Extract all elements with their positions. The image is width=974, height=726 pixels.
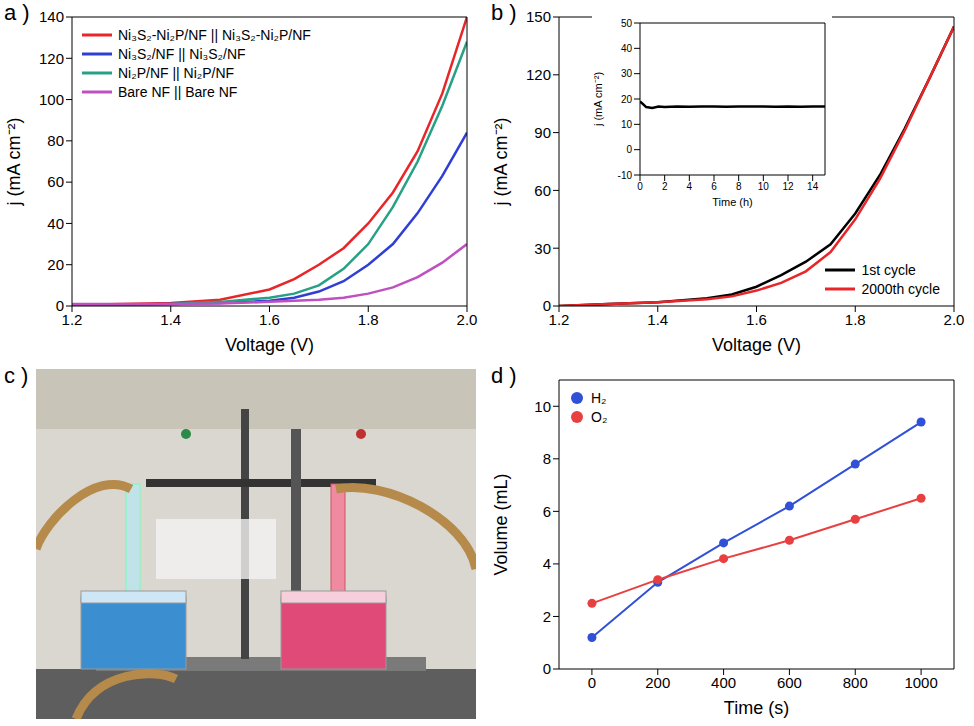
svg-text:1.8: 1.8 [845,311,866,328]
svg-text:4: 4 [543,555,551,572]
svg-text:0: 0 [588,674,596,691]
svg-text:0: 0 [626,144,632,155]
svg-text:150: 150 [526,8,551,25]
svg-text:60: 60 [534,182,551,199]
svg-text:6: 6 [543,503,551,520]
svg-text:j (mA cm⁻²): j (mA cm⁻²) [592,72,604,127]
svg-text:0: 0 [543,297,551,314]
svg-text:1000: 1000 [904,674,937,691]
svg-text:1.2: 1.2 [549,311,570,328]
html-text:b ): b ) [491,0,517,25]
svg-text:1.4: 1.4 [160,311,181,328]
svg-text:50: 50 [621,18,633,29]
svg-text:10: 10 [758,181,770,192]
svg-text:2.0: 2.0 [944,311,965,328]
svg-text:600: 600 [777,674,802,691]
svg-text:0: 0 [543,660,551,677]
svg-text:1.6: 1.6 [746,311,767,328]
html-text:a ): a ) [4,0,30,25]
svg-text:120: 120 [39,50,64,67]
svg-text:Voltage (V): Voltage (V) [225,335,314,355]
svg-text:60: 60 [47,173,64,190]
svg-text:140: 140 [39,8,64,25]
svg-text:40: 40 [621,43,633,54]
svg-text:2: 2 [662,181,668,192]
svg-text:10: 10 [621,119,633,130]
svg-text:1.8: 1.8 [358,311,379,328]
html-text:Ni₃S₂-Ni₂P/NF || Ni₃S₂-Ni₂P/NF: Ni₃S₂-Ni₂P/NF || Ni₃S₂-Ni₂P/NF [118,26,311,43]
html-text:1st cycle: 1st cycle [861,261,916,278]
svg-text:120: 120 [526,66,551,83]
svg-text:1.2: 1.2 [62,311,83,328]
svg-text:Time (h): Time (h) [712,196,753,208]
svg-text:20: 20 [47,256,64,273]
svg-text:0: 0 [637,181,643,192]
svg-text:6: 6 [711,181,717,192]
svg-text:j (mA cm⁻²): j (mA cm⁻²) [8,118,24,207]
svg-text:100: 100 [39,91,64,108]
svg-text:30: 30 [621,68,633,79]
html-text:d ): d ) [491,363,517,388]
svg-text:10: 10 [534,398,551,415]
svg-text:30: 30 [534,240,551,257]
svg-text:-10: -10 [618,170,633,181]
svg-text:90: 90 [534,124,551,141]
html-text:c ): c ) [4,363,29,388]
svg-text:1.6: 1.6 [259,311,280,328]
html-text:H₂: H₂ [591,389,607,406]
svg-text:14: 14 [807,181,819,192]
svg-text:12: 12 [782,181,794,192]
html-text:Bare NF || Bare NF: Bare NF || Bare NF [118,83,238,100]
svg-text:8: 8 [543,450,551,467]
svg-text:8: 8 [736,181,742,192]
svg-text:Voltage (V): Voltage (V) [712,335,801,355]
svg-text:200: 200 [645,674,670,691]
svg-text:Time (s): Time (s) [724,698,789,718]
svg-text:Volume (mL): Volume (mL) [491,473,511,575]
svg-text:1.4: 1.4 [647,311,668,328]
svg-text:40: 40 [47,215,64,232]
svg-text:800: 800 [843,674,868,691]
html-text:O₂: O₂ [591,408,608,425]
svg-text:4: 4 [687,181,693,192]
html-text:2000th cycle: 2000th cycle [861,280,940,297]
svg-text:0: 0 [56,297,64,314]
svg-text:2.0: 2.0 [457,311,478,328]
svg-text:80: 80 [47,132,64,149]
svg-text:2: 2 [543,608,551,625]
svg-text:20: 20 [621,94,633,105]
svg-text:j (mA cm⁻²): j (mA cm⁻²) [491,118,511,207]
html-text:Ni₃S₂/NF || Ni₃S₂/NF: Ni₃S₂/NF || Ni₃S₂/NF [118,45,246,62]
html-text:Ni₂P/NF || Ni₂P/NF: Ni₂P/NF || Ni₂P/NF [118,64,235,81]
svg-text:400: 400 [711,674,736,691]
